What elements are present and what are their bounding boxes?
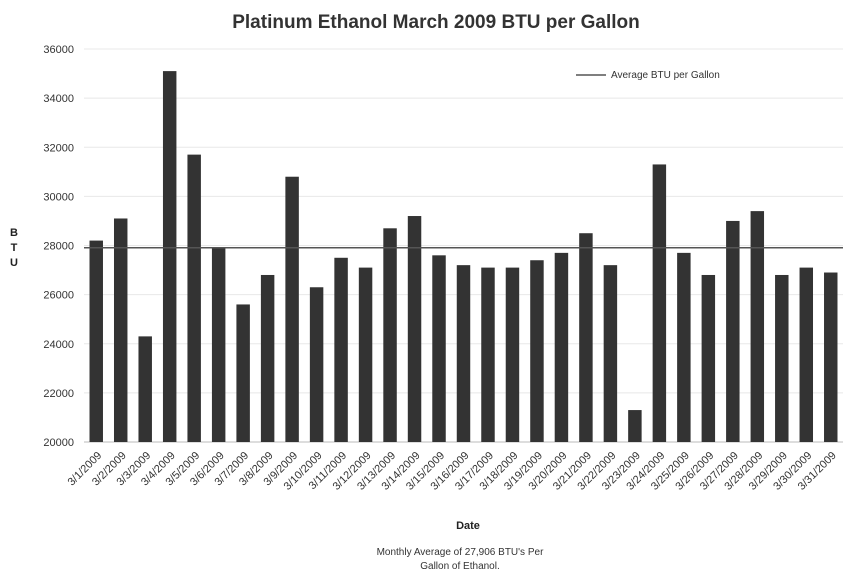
bar	[456, 265, 471, 442]
bar	[677, 252, 691, 442]
bar	[285, 176, 299, 442]
y-tick-label: 30000	[43, 191, 74, 203]
bar	[407, 216, 422, 442]
bar	[113, 218, 128, 442]
bar	[652, 164, 667, 442]
bar	[309, 287, 324, 442]
bar	[530, 260, 544, 442]
bar	[824, 272, 838, 442]
y-axis-label-letter: U	[10, 257, 18, 269]
x-axis-ticks: 3/1/20093/2/20093/3/20093/4/20093/5/2009…	[66, 450, 839, 493]
y-axis-label-letter: B	[10, 227, 18, 239]
y-tick-label: 32000	[43, 142, 74, 154]
bar	[750, 211, 765, 442]
bar	[799, 267, 814, 442]
bar-series	[89, 71, 838, 442]
bar	[162, 71, 177, 442]
bar	[554, 252, 569, 442]
y-tick-label: 28000	[43, 241, 74, 253]
bar	[187, 154, 201, 442]
bar	[628, 410, 642, 442]
gridlines	[84, 48, 843, 443]
y-tick-label: 26000	[43, 290, 74, 302]
legend-label: Average BTU per Gallon	[611, 70, 720, 81]
bar	[505, 267, 520, 442]
y-tick-label: 34000	[43, 93, 74, 105]
bar	[579, 233, 593, 442]
bar	[260, 274, 275, 442]
y-tick-label: 20000	[43, 437, 74, 449]
bar	[236, 304, 250, 442]
footnote-line-1: Monthly Average of 27,906 BTU's Per	[376, 547, 544, 558]
y-axis-label: BTU	[10, 227, 18, 269]
bar	[432, 255, 446, 442]
y-tick-label: 22000	[43, 388, 74, 400]
y-axis-label-letter: T	[11, 242, 18, 254]
y-tick-label: 36000	[43, 44, 74, 56]
y-tick-label: 24000	[43, 339, 74, 351]
bar	[726, 220, 740, 442]
y-axis-ticks: 20000 22000 24000 26000 28000 30000 32000 34000…	[43, 44, 74, 449]
bar	[358, 267, 373, 442]
x-axis-label: Date	[456, 520, 480, 532]
legend: Average BTU per Gallon	[576, 70, 720, 81]
bar	[334, 257, 348, 442]
bar	[89, 240, 103, 442]
bar	[481, 267, 495, 442]
bar	[211, 247, 226, 442]
footnote-line-2: Gallon of Ethanol.	[420, 561, 500, 572]
bar	[138, 336, 152, 442]
bar	[701, 274, 716, 442]
bar	[383, 228, 397, 442]
chart-title: Platinum Ethanol March 2009 BTU per Gall…	[232, 12, 640, 33]
bar	[775, 274, 789, 442]
bar	[603, 265, 618, 442]
